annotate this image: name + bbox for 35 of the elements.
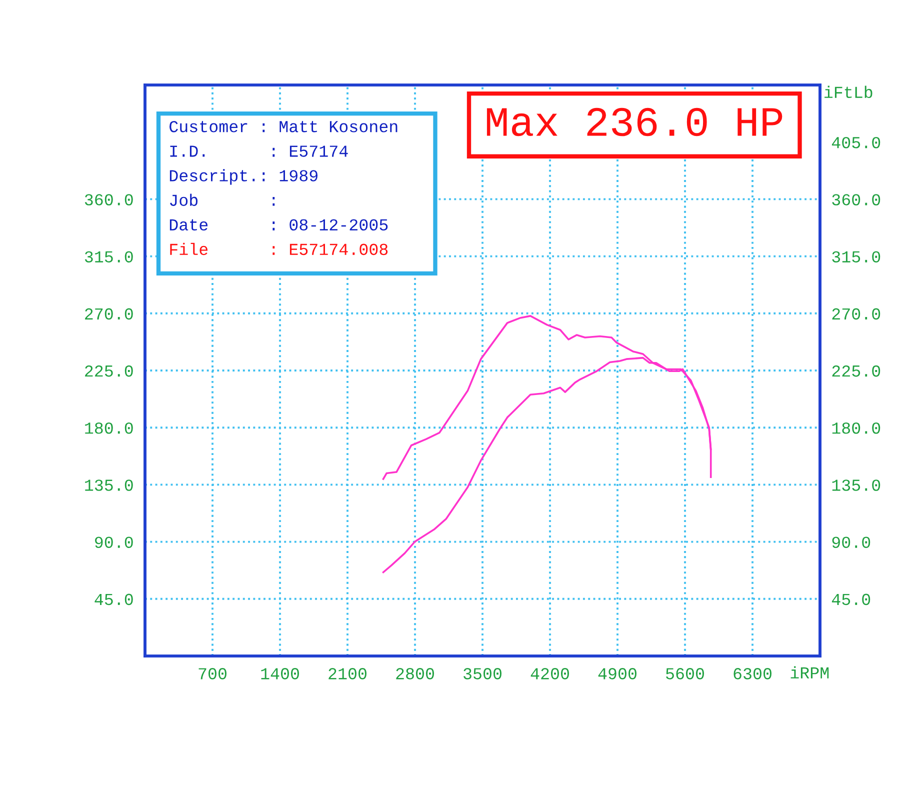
annotation: Max 236.0 HP (486, 108, 782, 136)
x-tick-label: 6300 (734, 668, 772, 680)
x-tick-label: 3500 (464, 668, 502, 680)
x-tick-label: 2100 (328, 668, 366, 680)
annotation: Customer : Matt Kosonen (170, 120, 398, 132)
y2-tick-label: 135.0 (832, 480, 880, 491)
y2-tick-label: 405.0 (832, 136, 880, 148)
x-tick-label: 2800 (396, 668, 434, 680)
y-tick-label: 180.0 (85, 422, 133, 434)
y-tick-label: 315.0 (84, 251, 133, 263)
y2-tick-label: 45.0 (832, 594, 870, 606)
x-tick-label: 4900 (598, 668, 636, 680)
x-tick-label: 5600 (666, 668, 704, 680)
y2-tick-label: 225.0 (832, 365, 880, 377)
y2-axis-title: iFtLb (824, 86, 872, 98)
y-tick-label: 225.0 (85, 365, 133, 377)
y2-tick-label: 180.0 (832, 422, 880, 434)
annotation: Job : (170, 194, 275, 206)
y-tick-label: 360.0 (84, 194, 133, 206)
y2-tick-label: 360.0 (832, 194, 880, 206)
y-tick-label: 270.0 (85, 308, 133, 320)
annotation: Descript.: 1989 (170, 169, 318, 185)
x-tick-label: 4200 (530, 668, 569, 680)
y2-tick-label: 270.0 (832, 308, 880, 320)
annotation: I.D. : E57174 (170, 146, 348, 157)
y2-tick-label: 315.0 (832, 251, 880, 263)
y2-tick-label: 90.0 (832, 536, 870, 548)
y-tick-label: 45.0 (94, 594, 133, 606)
annotation: Date : 08-12-2005 (170, 219, 388, 231)
annotation: File : E57174.008 (170, 242, 388, 256)
x-tick-label: 1400 (261, 668, 299, 680)
y-tick-label: 90.0 (95, 536, 133, 548)
y-tick-label: 135.0 (85, 480, 133, 491)
x-axis-title: iRPM (790, 666, 829, 678)
x-tick-label: 700 (198, 668, 226, 680)
